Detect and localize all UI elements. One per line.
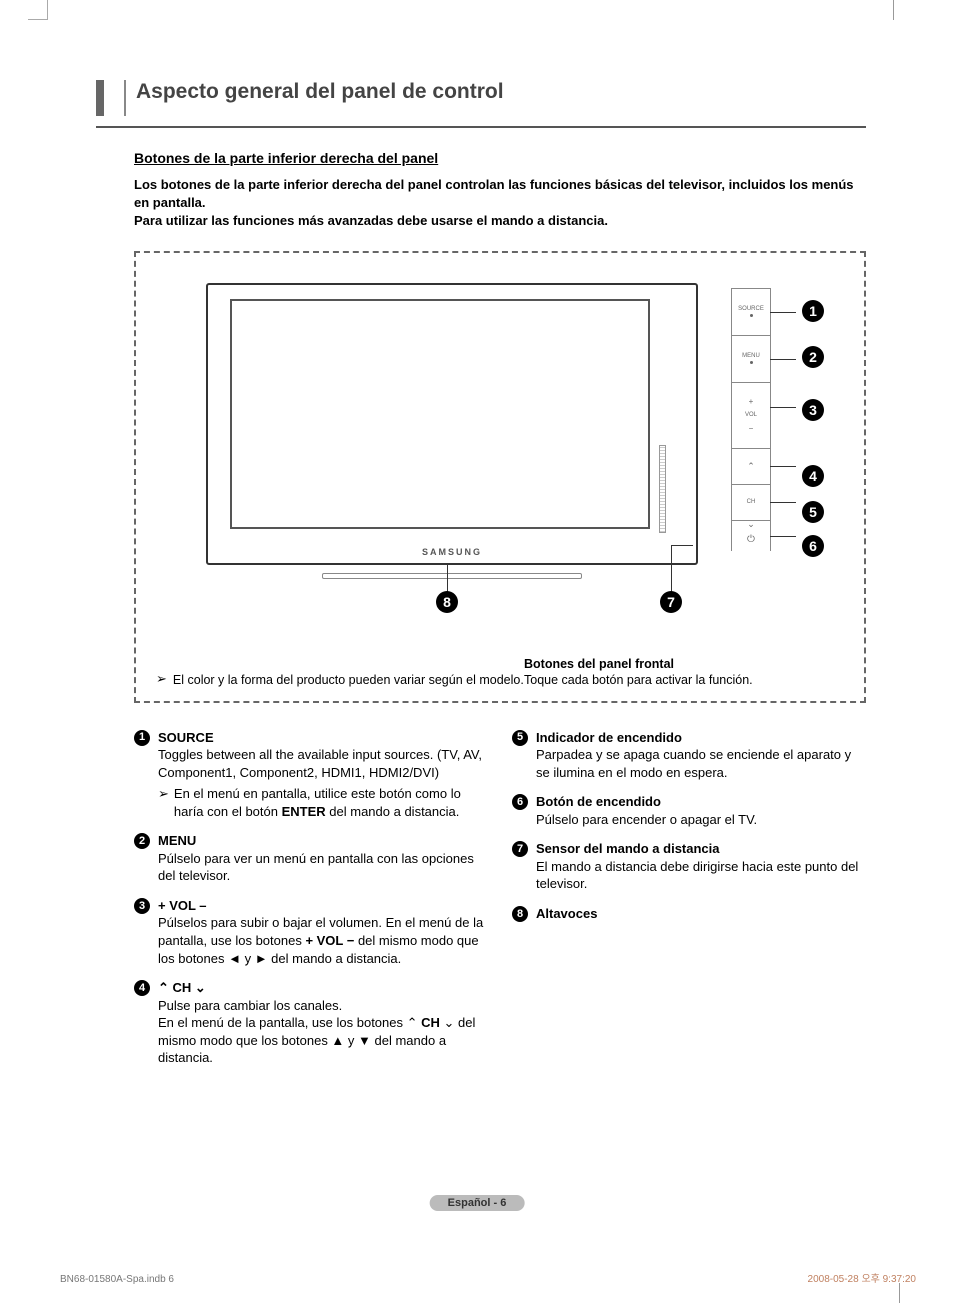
- power-icon: ⏻: [747, 534, 755, 545]
- legend-item-5: 5 Indicador de encendido Parpadea y se a…: [512, 729, 866, 782]
- marker-5: 5: [802, 501, 824, 523]
- diagram-box: SAMSUNG SOURCE MENU +: [134, 251, 866, 703]
- tv-diagram: SAMSUNG SOURCE MENU +: [156, 283, 844, 623]
- side-menu: MENU: [732, 336, 770, 383]
- intro-line2: Para utilizar las funciones más avanzada…: [134, 213, 608, 228]
- page-title: Aspecto general del panel de control: [136, 80, 866, 110]
- ch-down: ⌄: [747, 519, 755, 530]
- intro-text: Los botones de la parte inferior derecha…: [134, 176, 866, 231]
- marker-7: 7: [660, 591, 682, 613]
- legend-text-3: Púlselos para subir o bajar el volumen. …: [158, 914, 488, 967]
- legend-label-source: SOURCE: [158, 730, 214, 745]
- note-right-title: Botones del panel frontal: [524, 657, 844, 671]
- legend-text-4b: En el menú de la pantalla, use los boton…: [158, 1014, 488, 1067]
- legend-right-col: 5 Indicador de encendido Parpadea y se a…: [512, 729, 866, 1079]
- legend-item-6: 6 Botón de encendido Púlselo para encend…: [512, 793, 866, 828]
- legend-item-8: 8 Altavoces: [512, 905, 866, 923]
- note-right: Botones del panel frontal Toque cada bot…: [524, 657, 844, 687]
- footer-timestamp: 2008-05-28 오후 9:37:20: [808, 1270, 916, 1285]
- note-left: ➢ El color y la forma del producto puede…: [156, 657, 524, 687]
- side-ch-up: ⌃: [732, 449, 770, 485]
- legend-item-4: 4 ⌃ CH ⌄ Pulse para cambiar los canales.…: [134, 979, 488, 1067]
- legend-label-menu: MENU: [158, 833, 196, 848]
- marker-3: 3: [802, 399, 824, 421]
- marker-1: 1: [802, 300, 824, 322]
- legend-text-6: Púlselo para encender o apagar el TV.: [536, 811, 866, 829]
- ch-label: CH: [747, 499, 756, 505]
- marker-2: 2: [802, 346, 824, 368]
- side-ch: CH: [732, 485, 770, 521]
- title-block: Aspecto general del panel de control: [96, 80, 866, 116]
- legend-label-speakers: Altavoces: [536, 906, 597, 921]
- speaker-strip: [659, 445, 666, 533]
- vol-minus: −: [749, 424, 754, 433]
- legend-label-indicator: Indicador de encendido: [536, 730, 682, 745]
- legend-label-sensor: Sensor del mando a distancia: [536, 841, 720, 856]
- tv-stand: [322, 573, 582, 579]
- legend-label-power: Botón de encendido: [536, 794, 661, 809]
- side-button-panel: SOURCE MENU + VOL −: [731, 288, 771, 551]
- legend-num-8: 8: [512, 906, 528, 922]
- subtitle: Botones de la parte inferior derecha del…: [134, 150, 866, 166]
- marker-8: 8: [436, 591, 458, 613]
- legend-item-2: 2 MENU Púlselo para ver un menú en panta…: [134, 832, 488, 885]
- legend-item-7: 7 Sensor del mando a distancia El mando …: [512, 840, 866, 893]
- tv-brand-label: SAMSUNG: [208, 547, 696, 557]
- source-label: SOURCE: [738, 306, 764, 312]
- lead-7: [671, 545, 672, 593]
- legend-label-ch: ⌃ CH ⌄: [158, 980, 206, 995]
- legend-item-1: 1 SOURCE Toggles between all the availab…: [134, 729, 488, 821]
- diagram-notes: ➢ El color y la forma del producto puede…: [156, 657, 844, 687]
- legend-num-4: 4: [134, 980, 150, 996]
- legend-sub-1: En el menú en pantalla, utilice este bot…: [174, 785, 488, 820]
- section: Botones de la parte inferior derecha del…: [96, 150, 866, 1079]
- legend-left-col: 1 SOURCE Toggles between all the availab…: [134, 729, 488, 1079]
- intro-line1: Los botones de la parte inferior derecha…: [134, 177, 854, 210]
- tv-outline: SAMSUNG: [206, 283, 698, 565]
- legend-columns: 1 SOURCE Toggles between all the availab…: [134, 729, 866, 1079]
- legend-num-5: 5: [512, 730, 528, 746]
- side-power: ⌄ ⏻: [732, 521, 770, 551]
- legend-num-6: 6: [512, 794, 528, 810]
- sub-arrow-icon: ➢: [158, 785, 169, 820]
- side-vol: + VOL −: [732, 383, 770, 449]
- note-arrow-icon: ➢: [156, 671, 167, 687]
- marker-6: 6: [802, 535, 824, 557]
- legend-label-vol: + VOL –: [158, 898, 207, 913]
- legend-text-4a: Pulse para cambiar los canales.: [158, 997, 488, 1015]
- lead-8: [447, 563, 448, 593]
- legend-text-5: Parpadea y se apaga cuando se enciende e…: [536, 746, 866, 781]
- legend-num-7: 7: [512, 841, 528, 857]
- lead-7b: [671, 545, 693, 546]
- legend-num-1: 1: [134, 730, 150, 746]
- legend-text-1: Toggles between all the available input …: [158, 746, 488, 781]
- legend-num-2: 2: [134, 833, 150, 849]
- footer-filename: BN68-01580A-Spa.indb 6: [60, 1274, 174, 1285]
- side-source: SOURCE: [732, 289, 770, 336]
- legend-text-7: El mando a distancia debe dirigirse haci…: [536, 858, 866, 893]
- marker-4: 4: [802, 465, 824, 487]
- divider: [96, 126, 866, 128]
- menu-label: MENU: [742, 353, 760, 359]
- note-left-text: El color y la forma del producto pueden …: [173, 673, 524, 687]
- tv-screen: [230, 299, 650, 529]
- vol-label: VOL: [745, 412, 757, 418]
- legend-text-2: Púlselo para ver un menú en pantalla con…: [158, 850, 488, 885]
- note-right-text: Toque cada botón para activar la función…: [524, 673, 844, 687]
- legend-num-3: 3: [134, 898, 150, 914]
- vol-plus: +: [749, 397, 754, 406]
- ch-up: ⌃: [747, 461, 755, 472]
- page-number-pill: Español - 6: [430, 1195, 525, 1211]
- page-content: Aspecto general del panel de control Bot…: [96, 80, 866, 1079]
- legend-item-3: 3 + VOL – Púlselos para subir o bajar el…: [134, 897, 488, 967]
